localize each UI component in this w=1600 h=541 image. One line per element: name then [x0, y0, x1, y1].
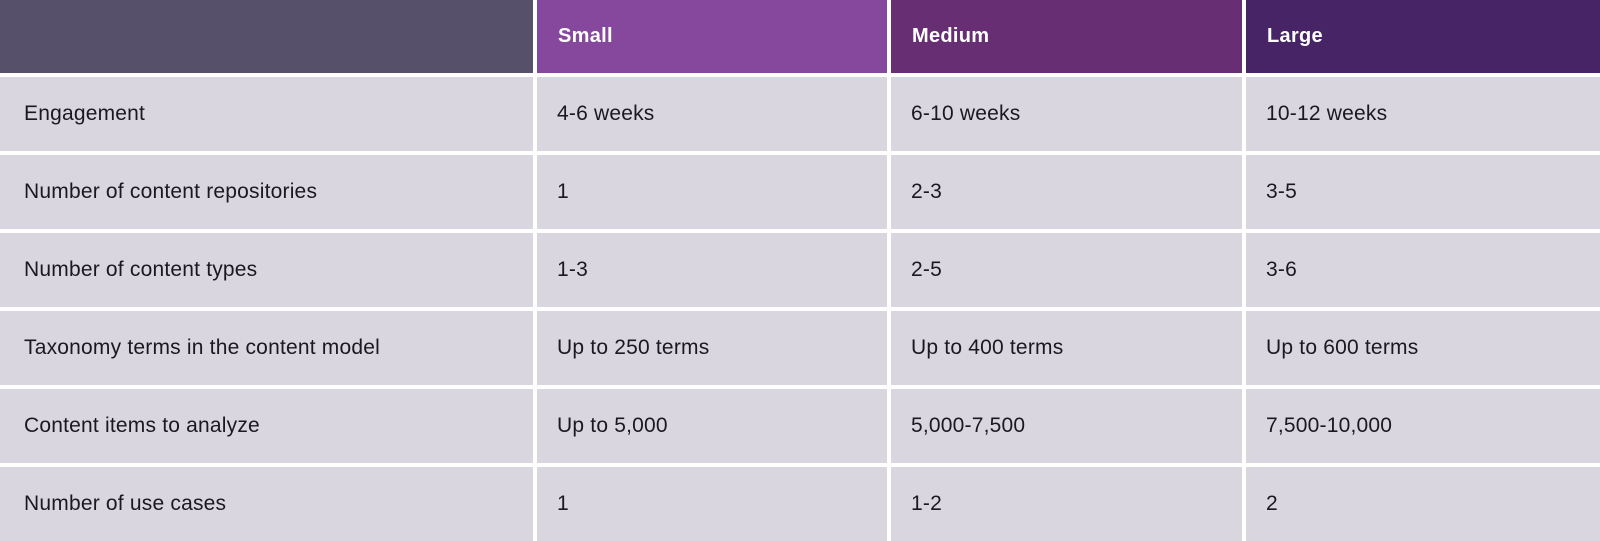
cell-repositories-medium: 2-3 — [891, 155, 1242, 229]
cell-taxonomy-terms-large: Up to 600 terms — [1246, 311, 1600, 385]
cell-content-items-small: Up to 5,000 — [537, 389, 887, 463]
cell-content-items-medium: 5,000-7,500 — [891, 389, 1242, 463]
cell-engagement-large: 10-12 weeks — [1246, 77, 1600, 151]
row-header-taxonomy-terms: Taxonomy terms in the content model — [0, 311, 533, 385]
row-header-content-repositories: Number of content repositories — [0, 155, 533, 229]
cell-use-cases-large: 2 — [1246, 467, 1600, 541]
cell-use-cases-small: 1 — [537, 467, 887, 541]
cell-taxonomy-terms-medium: Up to 400 terms — [891, 311, 1242, 385]
cell-repositories-large: 3-5 — [1246, 155, 1600, 229]
column-header-large: Large — [1246, 0, 1600, 73]
cell-engagement-small: 4-6 weeks — [537, 77, 887, 151]
cell-content-items-large: 7,500-10,000 — [1246, 389, 1600, 463]
column-header-small: Small — [537, 0, 887, 73]
row-header-engagement: Engagement — [0, 77, 533, 151]
row-header-content-types: Number of content types — [0, 233, 533, 307]
row-header-use-cases: Number of use cases — [0, 467, 533, 541]
cell-content-types-small: 1-3 — [537, 233, 887, 307]
row-header-content-items: Content items to analyze — [0, 389, 533, 463]
cell-taxonomy-terms-small: Up to 250 terms — [537, 311, 887, 385]
column-header-medium: Medium — [891, 0, 1242, 73]
cell-repositories-small: 1 — [537, 155, 887, 229]
cell-content-types-medium: 2-5 — [891, 233, 1242, 307]
cell-content-types-large: 3-6 — [1246, 233, 1600, 307]
table-corner-cell — [0, 0, 533, 73]
cell-engagement-medium: 6-10 weeks — [891, 77, 1242, 151]
cell-use-cases-medium: 1-2 — [891, 467, 1242, 541]
